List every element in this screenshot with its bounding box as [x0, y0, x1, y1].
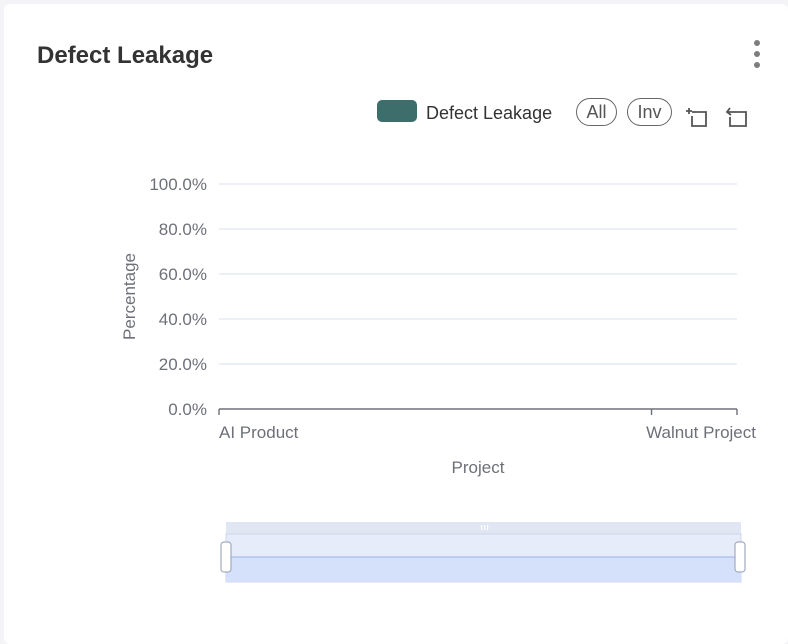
x-tick-label: AI Product	[219, 423, 299, 442]
select-all-button[interactable]: All	[576, 98, 617, 126]
chart-card: Defect Leakage Defect Leakage All Inv 0.…	[4, 4, 788, 644]
y-tick-label: 40.0%	[159, 310, 207, 329]
y-tick-label: 60.0%	[159, 265, 207, 284]
x-axis-label: Project	[452, 458, 505, 477]
legend-label[interactable]: Defect Leakage	[426, 103, 553, 123]
data-zoom-slider[interactable]	[220, 522, 746, 583]
more-options-icon[interactable]	[746, 40, 766, 76]
y-axis-label: Percentage	[120, 253, 139, 340]
slider-left-handle[interactable]	[220, 541, 232, 573]
card-title: Defect Leakage	[37, 42, 214, 69]
slider-right-handle[interactable]	[734, 541, 746, 573]
legend-swatch[interactable]	[377, 100, 417, 122]
zoom-reset-icon[interactable]	[724, 102, 752, 130]
x-tick-label: Walnut Project	[646, 423, 756, 442]
slider-selected-range	[226, 557, 741, 582]
y-tick-label: 20.0%	[159, 355, 207, 374]
inverse-select-button[interactable]: Inv	[627, 98, 672, 126]
chart-area: 0.0% 20.0% 40.0% 60.0% 80.0% 100.0% AI Produc…	[120, 175, 756, 583]
y-tick-label: 100.0%	[149, 175, 207, 194]
y-tick-label: 0.0%	[168, 400, 207, 419]
slider-track-top	[226, 522, 741, 534]
zoom-select-icon[interactable]	[682, 102, 710, 130]
slider-move-handle[interactable]	[481, 525, 483, 530]
y-tick-label: 80.0%	[159, 220, 207, 239]
